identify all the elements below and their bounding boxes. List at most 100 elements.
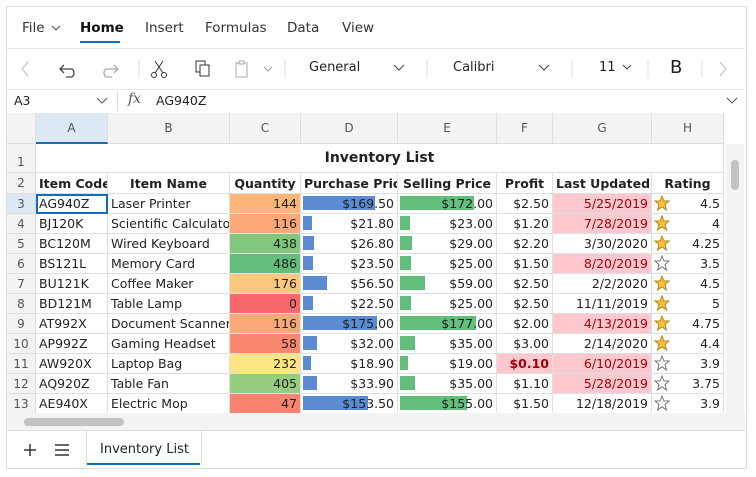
cell[interactable]: 6/10/2019 [553, 354, 652, 374]
cell[interactable]: Electric Mop [108, 394, 230, 413]
cell[interactable]: 486 [230, 254, 301, 274]
cell[interactable]: $175.00 [301, 314, 398, 334]
cell[interactable]: Wired Keyboard [108, 234, 230, 254]
menu-tab[interactable]: Home [80, 20, 124, 36]
cell[interactable]: $19.00 [398, 354, 497, 374]
cell[interactable]: AW920X [36, 354, 108, 374]
cell[interactable]: AQ920Z [36, 374, 108, 394]
cell[interactable]: 4.5 [652, 194, 724, 214]
cell[interactable]: BD121M [36, 294, 108, 314]
cell[interactable]: 12/18/2019 [553, 394, 652, 413]
cell[interactable]: $2.20 [497, 234, 553, 254]
cell[interactable]: BJ120K [36, 214, 108, 234]
cell[interactable]: AT992X [36, 314, 108, 334]
menu-tab[interactable]: Data [287, 20, 320, 36]
toolbar-icons[interactable] [18, 58, 318, 80]
cell[interactable]: $26.80 [301, 234, 398, 254]
cell[interactable]: $25.00 [398, 294, 497, 314]
cell[interactable]: 4.75 [652, 314, 724, 334]
cell[interactable]: Coffee Maker [108, 274, 230, 294]
cell[interactable]: $1.10 [497, 374, 553, 394]
cell[interactable]: $153.50 [301, 394, 398, 413]
cell[interactable]: AE940X [36, 394, 108, 413]
cell[interactable]: $35.00 [398, 374, 497, 394]
cell[interactable]: 438 [230, 234, 301, 254]
cell[interactable]: 5 [652, 294, 724, 314]
cell[interactable]: $1.20 [497, 214, 553, 234]
number-format[interactable]: General [309, 60, 361, 75]
cell[interactable]: 3.9 [652, 394, 724, 413]
cell[interactable]: 116 [230, 214, 301, 234]
cell[interactable]: 0 [230, 294, 301, 314]
cell[interactable]: 7/28/2019 [553, 214, 652, 234]
scroll-thumb[interactable] [731, 160, 739, 190]
menu-tab[interactable]: View [342, 20, 375, 36]
font-name[interactable]: Calibri [453, 60, 495, 75]
cell[interactable]: $33.90 [301, 374, 398, 394]
cell[interactable]: 116 [230, 314, 301, 334]
cell[interactable]: $22.50 [301, 294, 398, 314]
scroll-thumb[interactable] [24, 418, 124, 426]
cell[interactable]: $21.80 [301, 214, 398, 234]
cell[interactable]: 5/28/2019 [553, 374, 652, 394]
menu-tab[interactable]: Insert [145, 20, 184, 36]
cell[interactable]: Laser Printer [108, 194, 230, 214]
cell[interactable]: $155.00 [398, 394, 497, 413]
cell[interactable]: $25.00 [398, 254, 497, 274]
cell[interactable]: 4.4 [652, 334, 724, 354]
cell[interactable]: 5/25/2019 [553, 194, 652, 214]
formula-content[interactable]: AG940Z [156, 93, 207, 108]
cell[interactable]: Document Scanner [108, 314, 230, 334]
cell[interactable]: 58 [230, 334, 301, 354]
cell[interactable]: $2.00 [497, 314, 553, 334]
cell[interactable]: Laptop Bag [108, 354, 230, 374]
cell[interactable]: $32.00 [301, 334, 398, 354]
cell[interactable]: 176 [230, 274, 301, 294]
cell[interactable]: $2.50 [497, 274, 553, 294]
name-box[interactable]: A3 [14, 93, 31, 108]
cell[interactable]: $1.50 [497, 394, 553, 413]
cell[interactable]: $2.50 [497, 294, 553, 314]
sheet-tab[interactable] [86, 431, 202, 465]
name-box-chevron[interactable] [96, 97, 108, 105]
formula-expand[interactable] [726, 97, 738, 105]
cell[interactable]: Table Fan [108, 374, 230, 394]
cell[interactable]: 8/20/2019 [553, 254, 652, 274]
cell[interactable]: $0.10 [497, 354, 553, 374]
cell[interactable]: 11/11/2019 [553, 294, 652, 314]
cell[interactable]: Table Lamp [108, 294, 230, 314]
cell[interactable]: $3.00 [497, 334, 553, 354]
cell[interactable]: 232 [230, 354, 301, 374]
toolbar-dropdowns[interactable] [390, 58, 750, 80]
cell[interactable]: $29.00 [398, 234, 497, 254]
horizontal-scrollbar[interactable] [7, 413, 745, 430]
cell[interactable]: BU121K [36, 274, 108, 294]
cell[interactable]: $172.00 [398, 194, 497, 214]
cell[interactable]: Gaming Headset [108, 334, 230, 354]
cell[interactable]: $2.50 [497, 194, 553, 214]
cell[interactable]: 3/30/2020 [553, 234, 652, 254]
cell[interactable]: AP992Z [36, 334, 108, 354]
cell[interactable]: $23.50 [301, 254, 398, 274]
vertical-scrollbar[interactable] [726, 144, 744, 413]
cell[interactable]: 3.9 [652, 354, 724, 374]
cell[interactable]: $56.50 [301, 274, 398, 294]
cell[interactable]: $59.00 [398, 274, 497, 294]
font-size[interactable]: 11 [599, 60, 616, 75]
cell[interactable]: $1.50 [497, 254, 553, 274]
cell[interactable]: 144 [230, 194, 301, 214]
cell[interactable]: $18.90 [301, 354, 398, 374]
cell[interactable]: Scientific Calculator [108, 214, 230, 234]
cell[interactable]: $35.00 [398, 334, 497, 354]
cell[interactable]: $23.00 [398, 214, 497, 234]
sheet-controls[interactable] [20, 441, 80, 459]
cell[interactable]: $177.00 [398, 314, 497, 334]
cell[interactable]: 2/2/2020 [553, 274, 652, 294]
cell[interactable]: 3.5 [652, 254, 724, 274]
cell[interactable]: BS121L [36, 254, 108, 274]
cell[interactable]: 405 [230, 374, 301, 394]
cell[interactable]: 4 [652, 214, 724, 234]
sheet-tab-label[interactable]: Inventory List [100, 442, 189, 457]
cell[interactable]: $169.50 [301, 194, 398, 214]
bold-button[interactable]: B [670, 57, 683, 78]
